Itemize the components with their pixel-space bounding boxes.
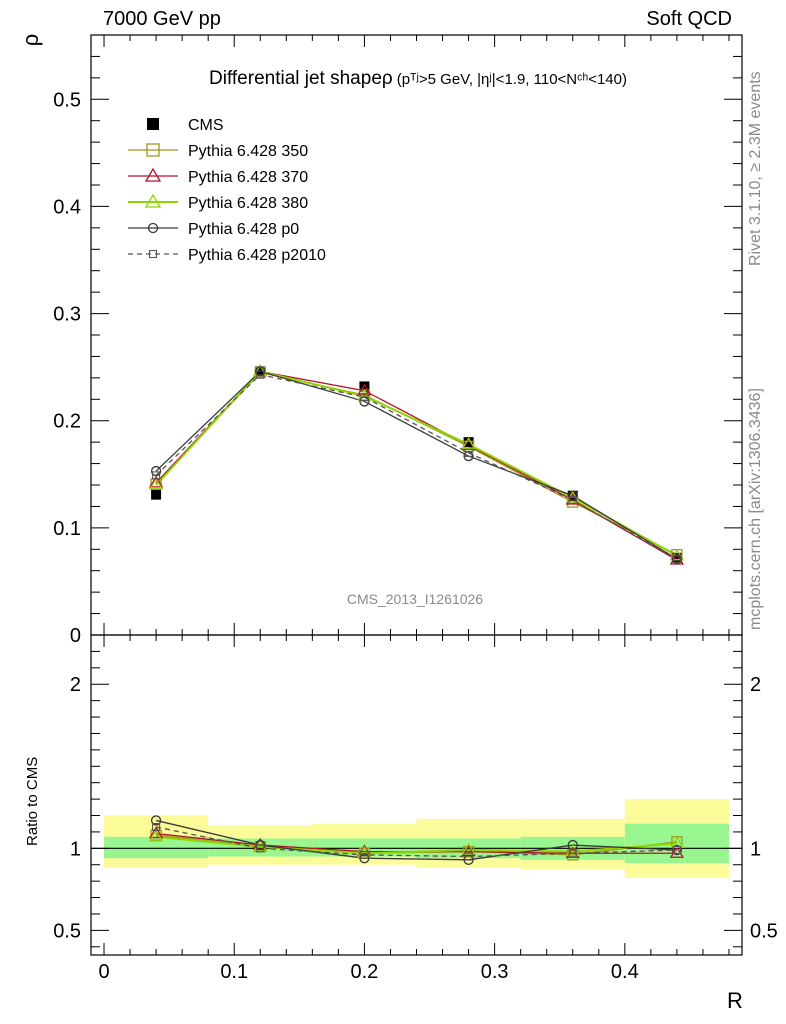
ratio-point-p2010 [568,849,577,858]
main-point-cms [671,552,682,563]
main-point-p0 [359,396,370,407]
x-tick-label: 0.3 [481,961,509,983]
series-markers [148,364,685,865]
tick-labels: 0 0.1 0.2 0.3 0.4 0.1 0.2 0.3 0.4 0.5 0 0.5 0.5 1 1 2 2 [53,89,778,983]
ratio-point-p0 [359,853,370,864]
x-tick-label: 0 [98,961,109,983]
ratio-point-p380 [669,836,685,849]
main-point-p380 [148,477,164,490]
legend-marker-p380 [144,193,162,208]
ratio-point-p2010 [672,845,681,855]
main-point-p2010 [464,448,473,457]
main-line-p2010 [155,373,678,560]
ratio-point-p2010 [360,850,369,859]
ratio-y-tick-label-left: 0.5 [53,920,81,942]
legend-label-p380: Pythia 6.428 380 [188,195,308,212]
x-tick-label: 0.2 [351,961,379,983]
analysis-watermark: CMS_2013_I1261026 [347,591,483,607]
ratio-y-tick-label-right: 0.5 [750,920,778,942]
ratio-line-p0 [155,819,677,861]
y-tick-label: 0.3 [53,304,81,326]
main-point-p2010 [256,370,265,379]
legend-label-p2010: Pythia 6.428 p2010 [188,247,326,264]
y-tick-label: 0.2 [53,411,81,433]
ratio-y-tick-label-left: 2 [70,674,81,696]
ratio-point-p0 [671,844,683,856]
main-line-p0 [155,370,678,560]
legend-marker-p0 [147,222,159,234]
ratio-line-p2010 [155,826,677,858]
legend-marker-p350 [146,143,160,157]
ratio-point-p0 [255,839,266,851]
ratio-point-p380 [461,842,476,855]
ratio-y-tick-label-left: 1 [70,838,81,860]
y-tick-label: 0.5 [53,89,81,111]
main-point-p0 [463,450,474,462]
main-point-p0 [567,490,578,501]
main-point-p0 [671,553,683,565]
legend: CMS Pythia 6.428 350 Pythia 6.428 370 Pythi… [128,117,326,264]
main-point-p380 [461,437,476,449]
ratio-point-p370 [148,826,164,839]
main-point-cms [567,490,578,501]
main-point-p2010 [152,471,161,480]
ratio-point-p0 [150,815,162,826]
ratio-frame [90,634,743,956]
axes [90,34,743,956]
main-point-p0 [255,366,266,377]
x-tick-label: 0.1 [220,961,248,983]
plot-title: Differential jet shapeρ (pᵀʲ>5 GeV, |ηʲ|<… [209,68,627,89]
main-point-cms [151,489,162,500]
main-point-cms [463,437,474,448]
ratio-point-p380 [148,829,164,842]
ratio-line-p380 [156,835,677,855]
main-line-p380 [155,370,678,557]
legend-label-p350: Pythia 6.428 350 [188,143,308,160]
legend-marker-p370 [144,167,162,182]
main-point-p380 [669,548,685,561]
ratio-point-p0 [463,854,474,865]
y-tick-label-zero: 0 [70,625,81,647]
main-point-cms [359,381,370,392]
main-point-p0 [150,465,162,477]
main-point-p370 [357,383,372,396]
ratio-y-tick-label-right: 2 [750,674,761,696]
main-point-p2010 [672,554,681,563]
legend-marker-cms [147,118,159,130]
legend-label-p370: Pythia 6.428 370 [188,169,308,186]
main-point-p370 [148,475,164,488]
legend-label-cms: CMS [188,117,224,134]
y-tick-label: 0.4 [53,196,81,218]
x-tick-label: 0.4 [611,961,639,983]
ratio-point-p2010 [152,822,161,832]
ratio-point-p370 [357,844,372,857]
ratio-point-p2010 [256,844,265,853]
main-point-p2010 [360,393,369,402]
legend-label-p0: Pythia 6.428 p0 [188,221,299,238]
main-point-p2010 [568,495,577,505]
band-inner [104,836,209,859]
y-tick-label: 0.1 [53,518,81,540]
ratio-y-tick-label-right: 1 [750,838,761,860]
legend-marker-p2010 [148,249,158,259]
series-lines [155,370,678,861]
header-right: Soft QCD [646,8,732,30]
ratio-point-p2010 [464,852,473,861]
x-axis-label: R [727,988,743,1013]
header-left: 7000 GeV pp [103,8,221,30]
y-axis-label: ρ [18,34,43,47]
